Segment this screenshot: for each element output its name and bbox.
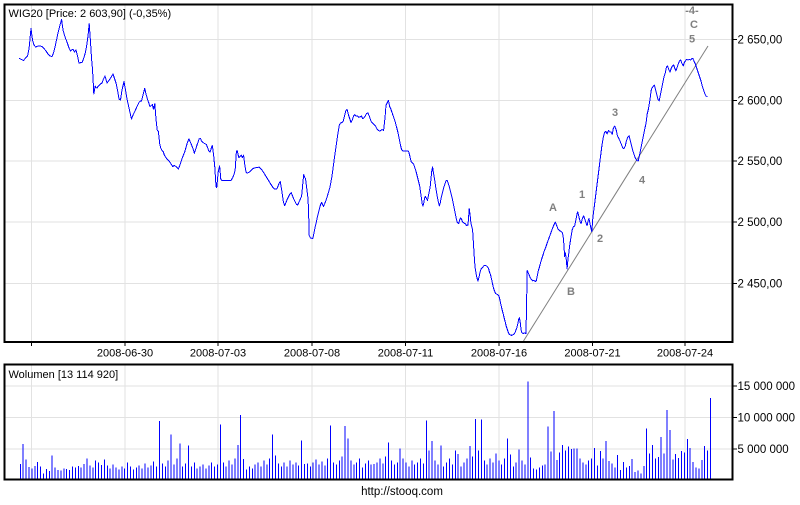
svg-text:2008-07-11: 2008-07-11 — [378, 348, 433, 360]
svg-text:2 450,00: 2 450,00 — [738, 279, 783, 291]
svg-text:2008-06-30: 2008-06-30 — [97, 348, 153, 360]
svg-text:4: 4 — [639, 175, 646, 187]
svg-text:2 500,00: 2 500,00 — [738, 217, 783, 229]
svg-text:A: A — [549, 202, 557, 214]
svg-text:2: 2 — [597, 233, 603, 245]
svg-text:2 600,00: 2 600,00 — [738, 96, 783, 108]
svg-text:5 000 000: 5 000 000 — [738, 444, 789, 456]
svg-text:B: B — [567, 286, 575, 298]
svg-text:-4-: -4- — [685, 5, 699, 17]
svg-text:2008-07-21: 2008-07-21 — [564, 348, 620, 360]
svg-text:2008-07-16: 2008-07-16 — [471, 348, 527, 360]
svg-text:2 550,00: 2 550,00 — [738, 156, 783, 168]
svg-text:2008-07-24: 2008-07-24 — [657, 348, 713, 360]
svg-text:10 000 000: 10 000 000 — [738, 413, 796, 425]
svg-text:1: 1 — [579, 189, 585, 201]
svg-text:C: C — [690, 19, 698, 31]
svg-text:http://stooq.com: http://stooq.com — [361, 486, 443, 498]
svg-text:2008-07-03: 2008-07-03 — [190, 348, 246, 360]
svg-text:5: 5 — [689, 34, 695, 46]
svg-text:15 000 000: 15 000 000 — [738, 381, 796, 393]
svg-text:2008-07-08: 2008-07-08 — [284, 348, 340, 360]
svg-text:2 650,00: 2 650,00 — [738, 35, 783, 47]
svg-text:WIG20 [Price: 2 603,90] (-0,35: WIG20 [Price: 2 603,90] (-0,35%) — [9, 8, 172, 20]
svg-text:3: 3 — [612, 107, 618, 119]
svg-text:Wolumen [13 114 920]: Wolumen [13 114 920] — [9, 369, 119, 381]
